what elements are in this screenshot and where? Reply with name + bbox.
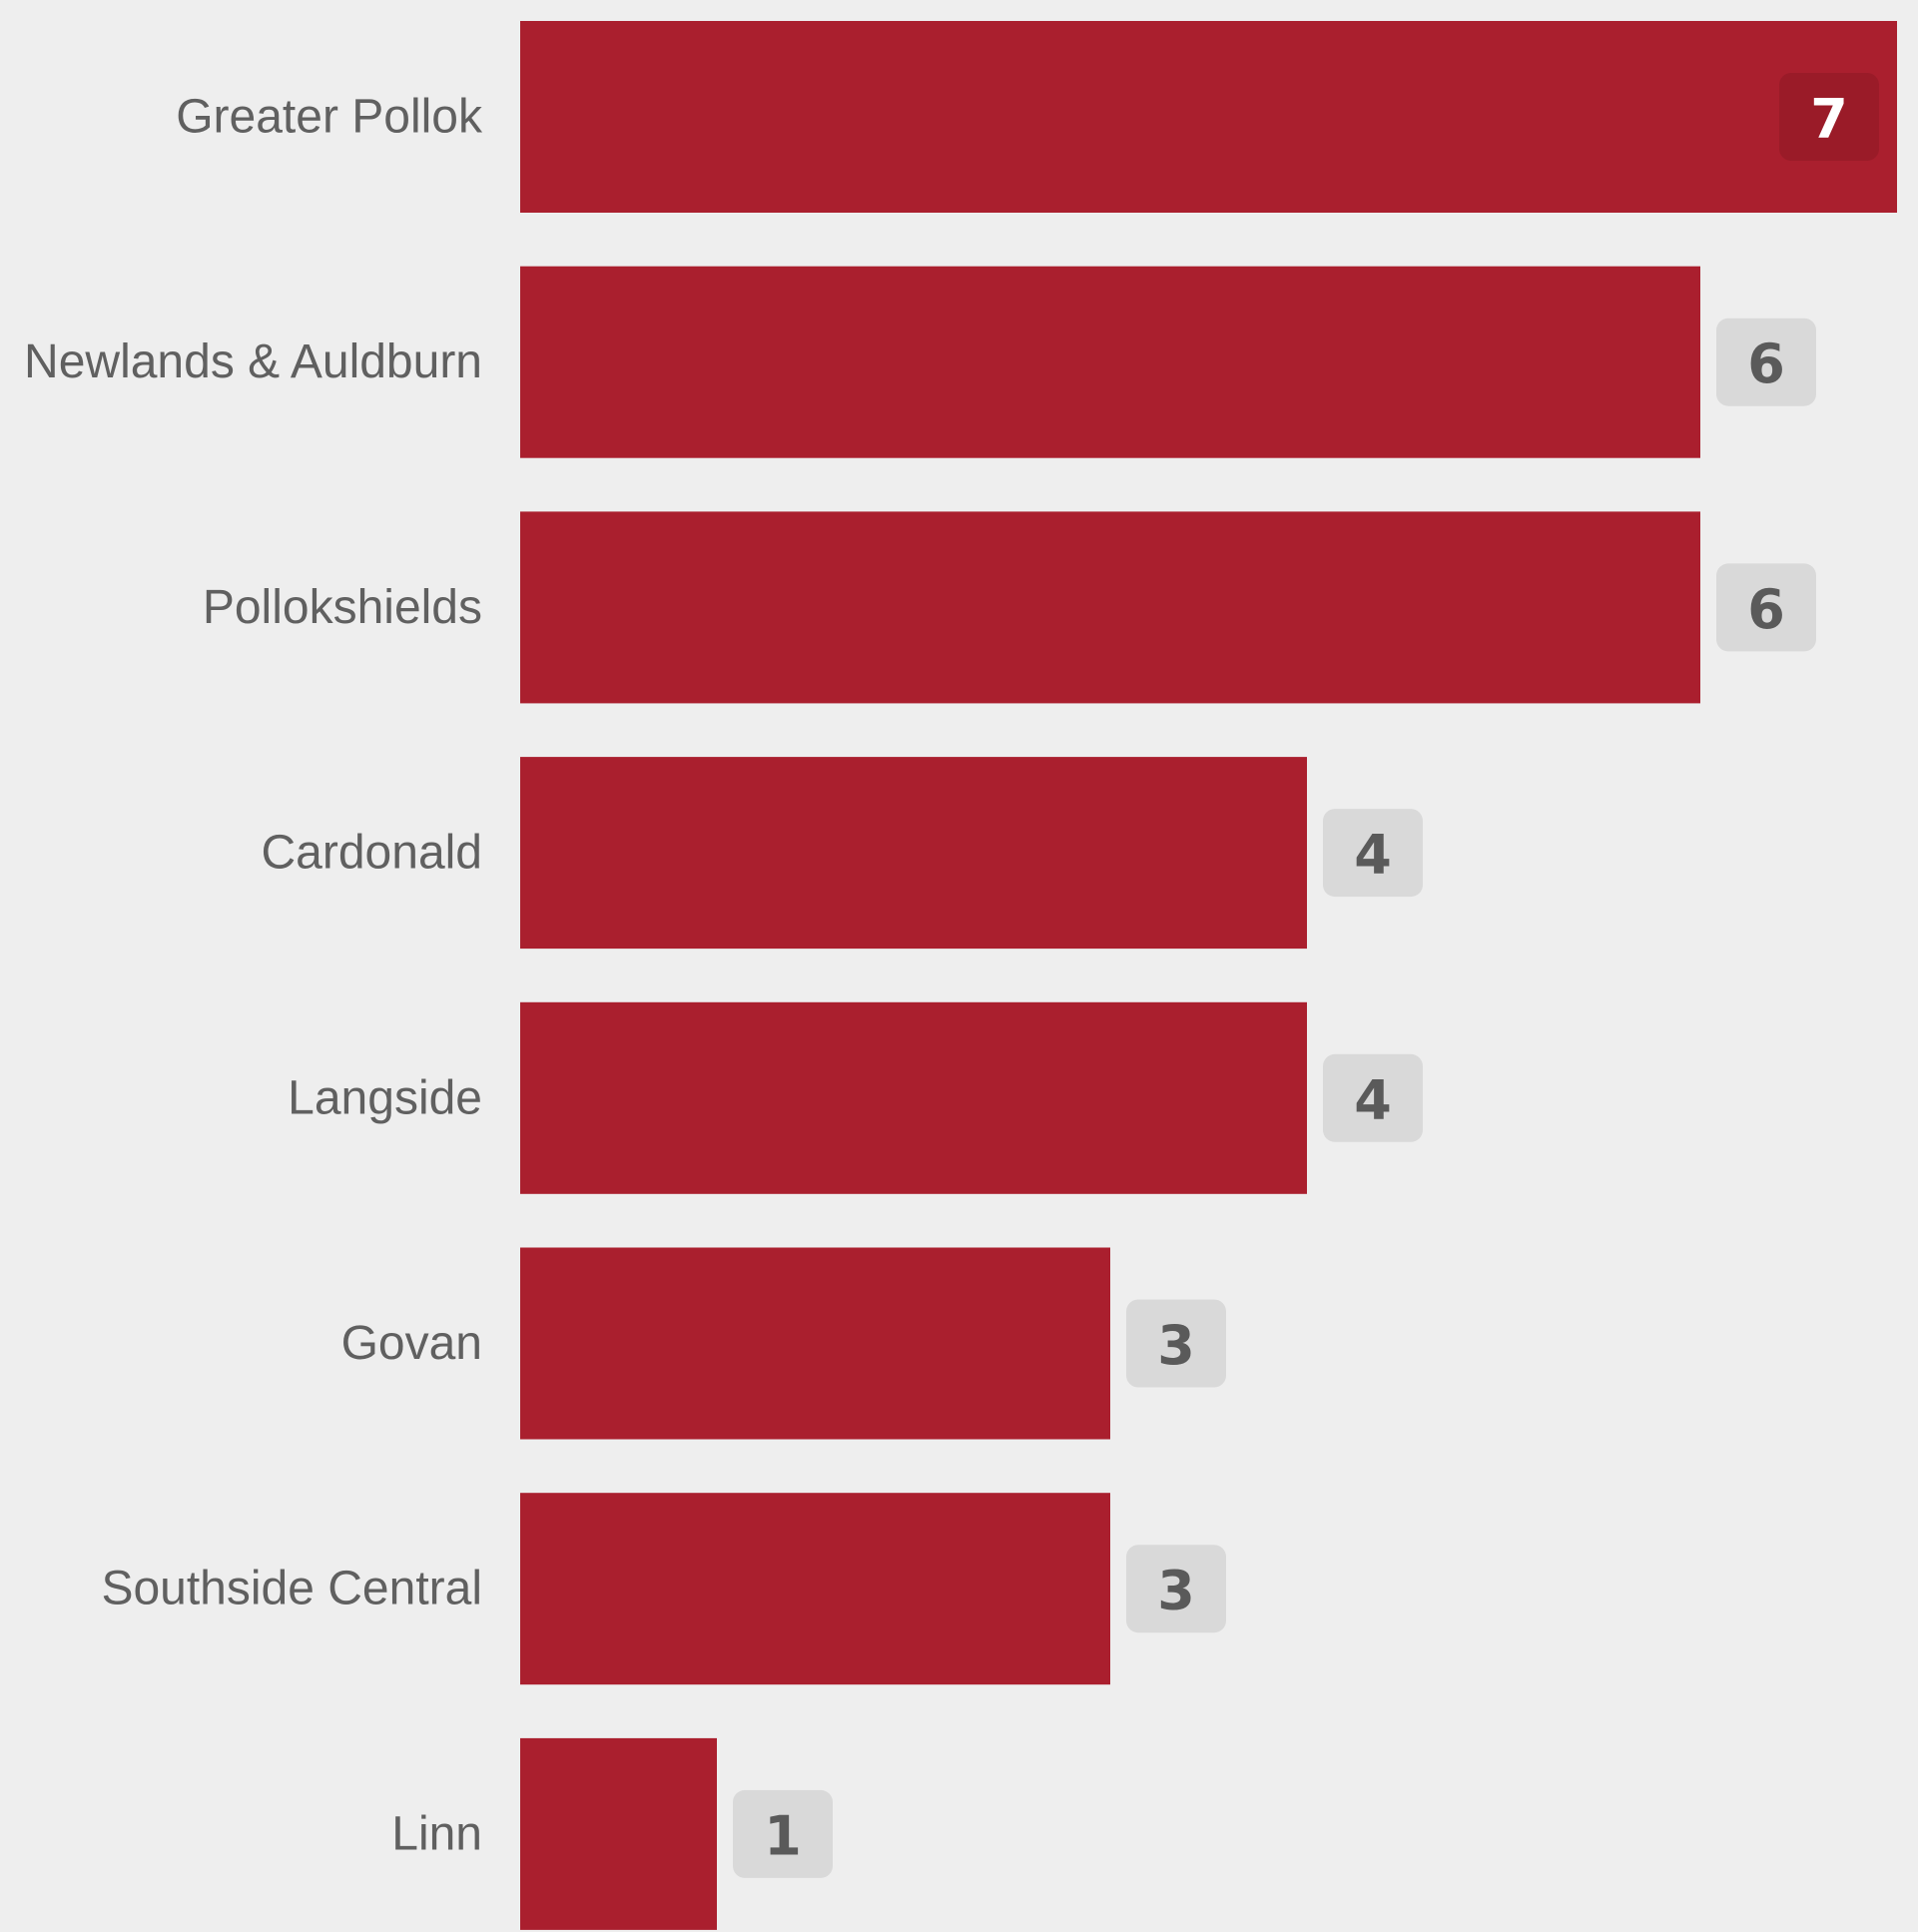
category-label: Pollokshields [203, 581, 482, 634]
value-badge [1126, 1299, 1226, 1388]
value-badge [1126, 1545, 1226, 1633]
category-label: Cardonald [262, 827, 482, 880]
bar [520, 1247, 1110, 1440]
value-label: 4 [1354, 1068, 1392, 1131]
bar [520, 511, 1700, 704]
value-label: 7 [1810, 88, 1848, 151]
value-label: 3 [1157, 1560, 1195, 1622]
value-badge [733, 1789, 833, 1878]
bar [520, 1493, 1110, 1685]
bars-layer: Greater Pollok 7 Newlands & Auldburn 6 Pollo… [24, 21, 1897, 1930]
category-label: Langside [288, 1071, 482, 1124]
value-label: 1 [764, 1804, 802, 1867]
category-label: Greater Pollok [176, 91, 483, 144]
bar [520, 1001, 1307, 1194]
bar [520, 757, 1307, 950]
value-label: 6 [1747, 332, 1785, 395]
category-label: Govan [341, 1317, 482, 1370]
bar [520, 21, 1897, 213]
value-label: 4 [1354, 824, 1392, 887]
value-badge [1323, 1053, 1423, 1142]
category-label: Newlands & Auldburn [24, 335, 482, 388]
category-label: Linn [391, 1807, 482, 1860]
value-badge [1779, 73, 1879, 161]
bar [520, 1737, 717, 1930]
category-label: Southside Central [101, 1563, 482, 1615]
value-badge [1323, 809, 1423, 898]
value-badge [1716, 563, 1816, 652]
value-label: 6 [1747, 578, 1785, 641]
value-badge [1716, 318, 1816, 406]
value-label: 3 [1157, 1314, 1195, 1377]
bar [520, 266, 1700, 458]
